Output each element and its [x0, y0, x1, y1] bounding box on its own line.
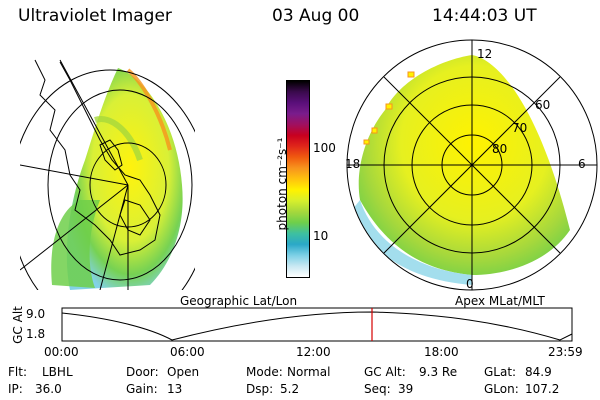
timeline-ytick-1-8: 1.8: [26, 327, 46, 341]
footer-value: 39: [398, 382, 414, 396]
footer-value: Normal: [287, 365, 331, 379]
footer-value: LBHL: [42, 365, 73, 379]
timeline-xtick-0600: 06:00: [170, 345, 205, 359]
lat-label-80: 80: [492, 142, 508, 156]
colorbar: [286, 80, 310, 278]
footer-key: Door:: [126, 365, 159, 379]
footer-key: Mode:: [246, 365, 283, 379]
footer-key: Flt:: [8, 365, 27, 379]
mlt-label-6: 6: [578, 157, 586, 171]
time-label: 14:44:03 UT: [432, 6, 537, 26]
footer-value: 107.2: [525, 382, 560, 396]
mlt-label-18: 18: [345, 157, 361, 171]
footer-value: 5.2: [280, 382, 300, 396]
footer-value: 84.9: [525, 365, 552, 379]
timeline-xtick-1200: 12:00: [296, 345, 331, 359]
timeline-xtick-1800: 18:00: [424, 345, 459, 359]
date-label: 03 Aug 00: [272, 6, 360, 26]
footer-key: Dsp:: [246, 382, 274, 396]
footer-value: 36.0: [35, 382, 62, 396]
footer-key: Gain:: [126, 382, 158, 396]
colorbar-tick-100: 100: [313, 141, 336, 155]
lat-label-60: 60: [535, 98, 551, 112]
lat-label-70: 70: [512, 121, 528, 135]
colorbar-tick-10: 10: [313, 229, 329, 243]
footer-value: 9.3 Re: [419, 365, 458, 379]
footer-value: Open: [167, 365, 200, 379]
timeline-xtick-0000: 00:00: [44, 345, 79, 359]
timeline-xtick-2359: 23:59: [548, 345, 583, 359]
footer-key: GLon:: [484, 382, 519, 396]
mlt-label-12: 12: [477, 47, 493, 61]
mlt-label-0: 0: [466, 277, 474, 291]
instrument-title: Ultraviolet Imager: [18, 6, 172, 26]
footer-key: GC Alt:: [364, 365, 406, 379]
footer-value: 13: [167, 382, 183, 396]
footer-key: GLat:: [484, 365, 517, 379]
apex-caption: Apex MLat/MLT: [455, 294, 545, 308]
geographic-caption: Geographic Lat/Lon: [180, 294, 298, 308]
timeline-ytick-9: 9.0: [26, 307, 46, 321]
footer-key: IP:: [8, 382, 23, 396]
footer-key: Seq:: [364, 382, 391, 396]
